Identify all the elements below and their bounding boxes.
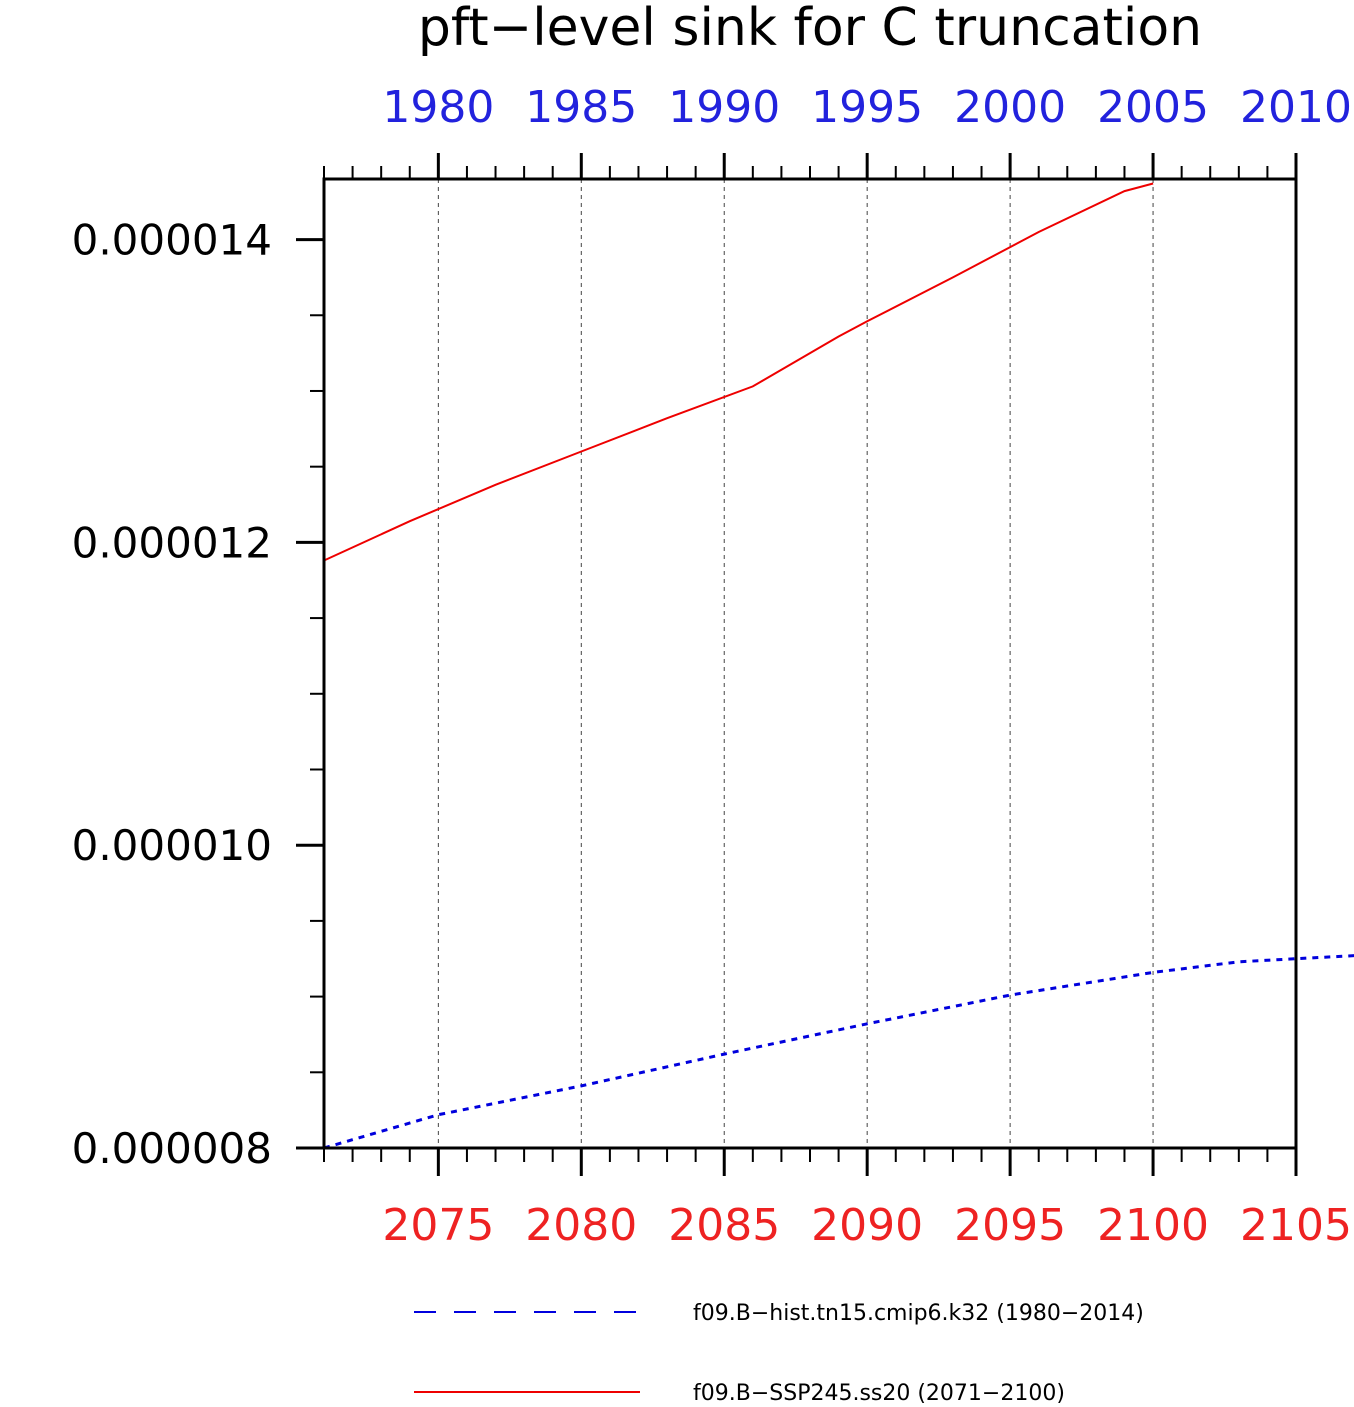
series-line-1 (323, 954, 1354, 1150)
series-line-2 (323, 182, 1154, 562)
chart-title: pft−level sink for C truncation (418, 0, 1202, 58)
top-tick-label: 2000 (954, 82, 1066, 133)
axis-ticks (296, 153, 1298, 1176)
plot-frame (322, 177, 1298, 1150)
top-tick-label: 1990 (668, 82, 780, 133)
top-tick-label: 2010 (1240, 82, 1352, 133)
top-tick-label: 1985 (525, 82, 637, 133)
y-tick-label: 0.000008 (72, 1124, 272, 1173)
top-tick-label: 2005 (1097, 82, 1209, 133)
y-tick-label: 0.000012 (72, 518, 272, 567)
legend: f09.B−hist.tn15.cmip6.k32 (1980−2014) f09… (414, 1301, 1144, 1406)
legend-label-1: f09.B−hist.tn15.cmip6.k32 (1980−2014) (693, 1301, 1144, 1326)
top-tick-label: 1995 (811, 82, 923, 133)
bottom-tick-label: 2105 (1240, 1200, 1352, 1251)
bottom-tick-label: 2075 (382, 1200, 494, 1251)
x-grid (437, 179, 1154, 1148)
legend-label-2: f09.B−SSP245.ss20 (2071−2100) (693, 1381, 1065, 1406)
bottom-tick-label: 2100 (1097, 1200, 1209, 1251)
series-group (323, 182, 1354, 1150)
top-tick-label: 1980 (382, 82, 494, 133)
bottom-tick-label: 2090 (811, 1200, 923, 1251)
bottom-tick-label: 2085 (668, 1200, 780, 1251)
y-tick-label: 0.000014 (72, 216, 272, 265)
y-tick-label: 0.000010 (72, 821, 272, 870)
bottom-tick-label: 2080 (525, 1200, 637, 1251)
tick-labels: 2075 2080 2085 2090 2095 2100 2105 1980 1985 1990… (72, 82, 1352, 1251)
bottom-tick-label: 2095 (954, 1200, 1066, 1251)
